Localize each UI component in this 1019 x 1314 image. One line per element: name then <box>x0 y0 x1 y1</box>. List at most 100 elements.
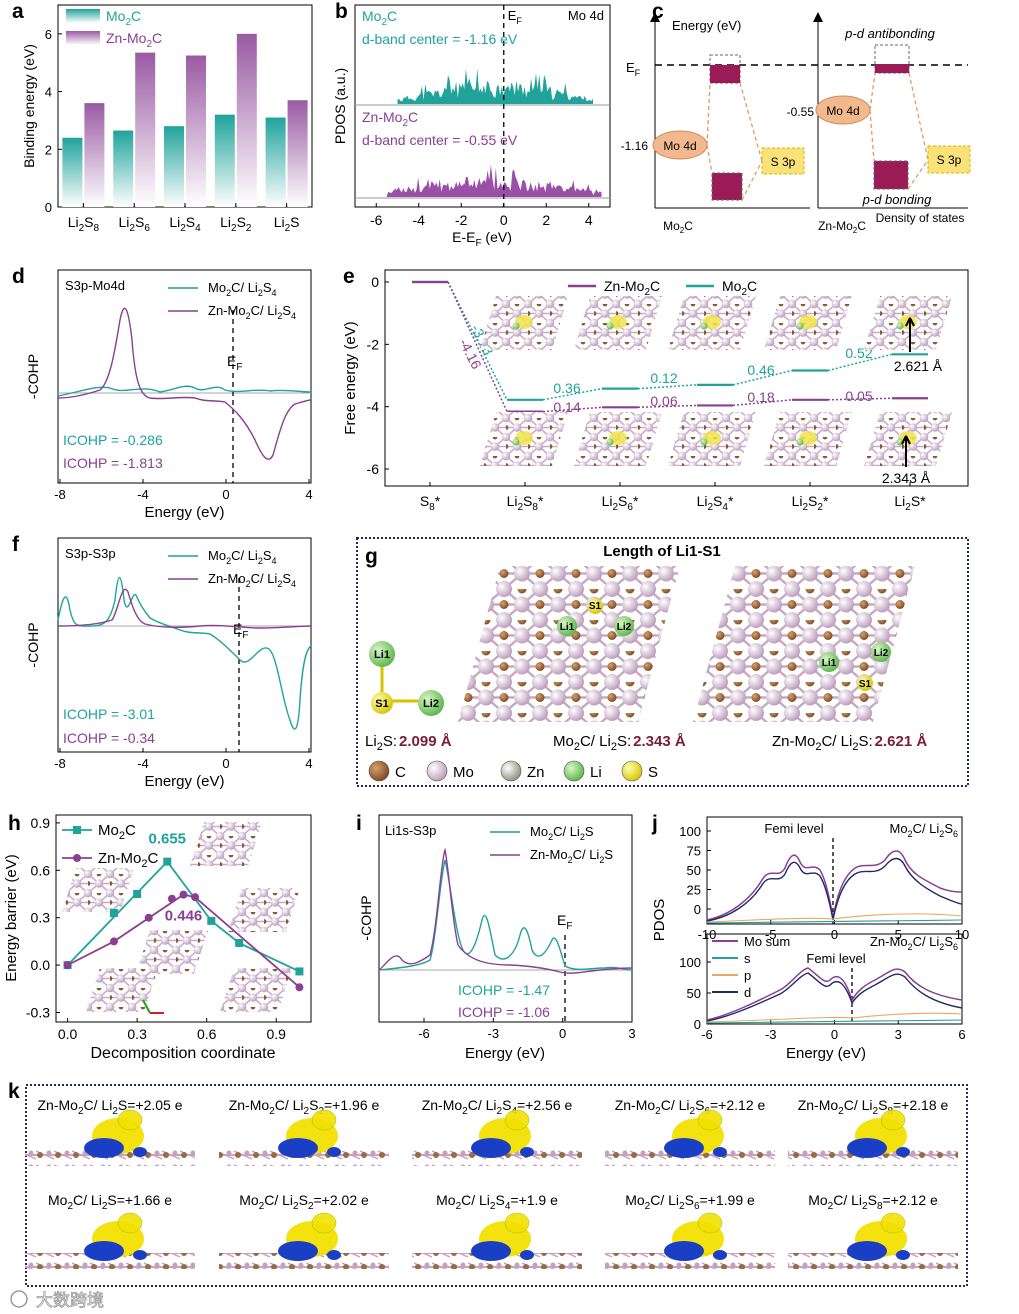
panel-letter-k: k <box>8 1080 20 1103</box>
adsorbate-lithium <box>796 438 804 446</box>
slab-structure <box>412 1150 582 1166</box>
x-tick-label-Li2S8: Li2S8 <box>68 214 100 234</box>
text-part: Mo <box>98 822 119 839</box>
text-part: * <box>435 493 441 509</box>
panel-letter-h: h <box>8 812 21 835</box>
adsorbate-sulfur <box>609 431 627 445</box>
subscript: 2 <box>146 39 152 50</box>
x-tick-label-Li2S4: Li2S4 <box>169 214 201 234</box>
peak-label-zn-mo2c: 0.446 <box>165 908 203 925</box>
text-part: C/ Li <box>650 1192 679 1208</box>
x-tick-label: 0 <box>222 756 229 771</box>
text-part: C/ Li <box>461 1192 490 1208</box>
mo-4d-label-left: Mo 4d <box>663 139 696 153</box>
antibonding-label: p-d antibonding <box>844 26 935 41</box>
antibonding-fill-right <box>875 64 909 73</box>
atom-li2 <box>418 690 444 716</box>
legend-swatch-mo2c <box>66 9 100 23</box>
charge-label-zn-4: Zn-Mo2C/ Li2S8=+2.18 e <box>798 1097 949 1117</box>
connector <box>869 109 875 162</box>
text-part: C/ Li <box>264 1192 293 1208</box>
text-part: C/ Li <box>73 1192 102 1208</box>
connector <box>706 144 713 174</box>
text-part: Mo <box>48 1192 68 1208</box>
point-mo2c <box>163 857 172 866</box>
cohp-zn-mo2c-curve <box>378 847 633 974</box>
legend-atom-S <box>621 760 643 782</box>
pdos-s-top <box>706 919 963 924</box>
text-part: S <box>808 493 817 509</box>
subscript: 4 <box>272 288 277 298</box>
icohp-zn-mo2c: ICOHP = -1.06 <box>458 1004 550 1020</box>
axes-frame <box>384 269 969 487</box>
s-3p-label-right: S 3p <box>937 153 962 167</box>
text-part: C/ Li <box>468 1097 497 1113</box>
text-part: C <box>650 278 660 294</box>
caption-prefix: Zn-Mo2C/ Li2S: <box>772 733 873 753</box>
step-label-zn-mo2c: 0.06 <box>650 393 677 409</box>
subscript: 2 <box>102 1201 108 1212</box>
y-tick-label: -0.3 <box>26 1005 50 1021</box>
charge-label-zn-0: Zn-Mo2C/ Li2S=+2.05 e <box>38 1097 183 1117</box>
text-part: C/ Li <box>84 1097 113 1113</box>
text-part: Mo <box>889 821 907 836</box>
adsorbate-lithium <box>700 438 708 446</box>
legend-label-mo2c: Mo2C/ Li2S4 <box>208 280 277 298</box>
subscript: 2 <box>67 1201 73 1212</box>
panel-letter-a: a <box>12 0 24 23</box>
text-part: S=+2.05 e <box>118 1097 183 1113</box>
subscript: F <box>475 238 481 249</box>
d-band-center-mo2c: d-band center = -1.16 eV <box>362 31 518 47</box>
subscript: 4 <box>195 223 201 234</box>
text-part: 4d <box>846 104 859 118</box>
caption-prefix: Mo2C/ Li2S: <box>553 733 631 753</box>
connector <box>869 72 876 111</box>
caption-value: 2.099 Å <box>399 733 452 750</box>
charge-density-blue <box>713 1147 727 1157</box>
legend-label-d: d <box>744 985 751 1000</box>
cohp-mo2c-curve <box>57 385 312 397</box>
point-mo2c <box>235 938 244 947</box>
text-part: S <box>585 824 594 839</box>
charge-density-yellow <box>117 1109 143 1131</box>
axes-frame <box>378 814 633 1023</box>
legend-label-mo2c: Mo2C <box>106 8 141 28</box>
charge-label-mo-4: Mo2C/ Li2S8=+2.12 e <box>808 1192 938 1212</box>
subscript: 2 <box>574 741 580 753</box>
y-tick-label: 0 <box>694 902 701 917</box>
text-part: Zn-Mo <box>229 1097 270 1113</box>
d-band-center-zn-mo2c: d-band center = -0.55 eV <box>362 132 518 148</box>
subscript: 2 <box>939 829 944 839</box>
charge-density-blue <box>133 1250 147 1260</box>
charge-density-yellow <box>880 1109 906 1131</box>
atom-li1 <box>369 641 395 667</box>
y-tick-label: 75 <box>687 844 701 859</box>
subscript: 2 <box>873 1106 879 1117</box>
x-tick-label: 0.0 <box>58 1026 78 1042</box>
subscript: 2 <box>180 223 186 234</box>
text-part: C/ Li <box>553 824 580 839</box>
step-label-mo2c: 0.12 <box>650 370 677 386</box>
subscript: 2 <box>645 1201 651 1212</box>
x-tick-label: -4 <box>413 212 426 228</box>
connector-zn-mo2c <box>637 404 698 409</box>
pdos-d-bottom <box>706 972 963 1022</box>
y-tick-label: 100 <box>679 824 701 839</box>
y-axis-label: PDOS <box>651 899 668 942</box>
text-part: Li <box>602 493 613 509</box>
x-tick-label: 0.9 <box>266 1026 286 1042</box>
connector-mo2c <box>447 281 508 401</box>
legend-label-p: p <box>744 968 751 983</box>
text-part: S: <box>858 733 872 750</box>
text-part: E <box>227 353 236 369</box>
panel-title: S3p-Mo4d <box>65 278 125 293</box>
text-part: S <box>604 847 613 862</box>
text-part: Zn-Mo <box>422 1097 463 1113</box>
legend-label-mo2c: Mo2C/ Li2S4 <box>208 548 277 566</box>
text-part: S <box>282 303 291 318</box>
step-label-mo2c: 0.46 <box>747 362 774 378</box>
text-part: =+1.99 e <box>700 1192 755 1208</box>
point-zn-mo2c <box>295 983 304 992</box>
watermark-logo-icon <box>10 1290 28 1308</box>
subscript: 4 <box>291 311 296 321</box>
